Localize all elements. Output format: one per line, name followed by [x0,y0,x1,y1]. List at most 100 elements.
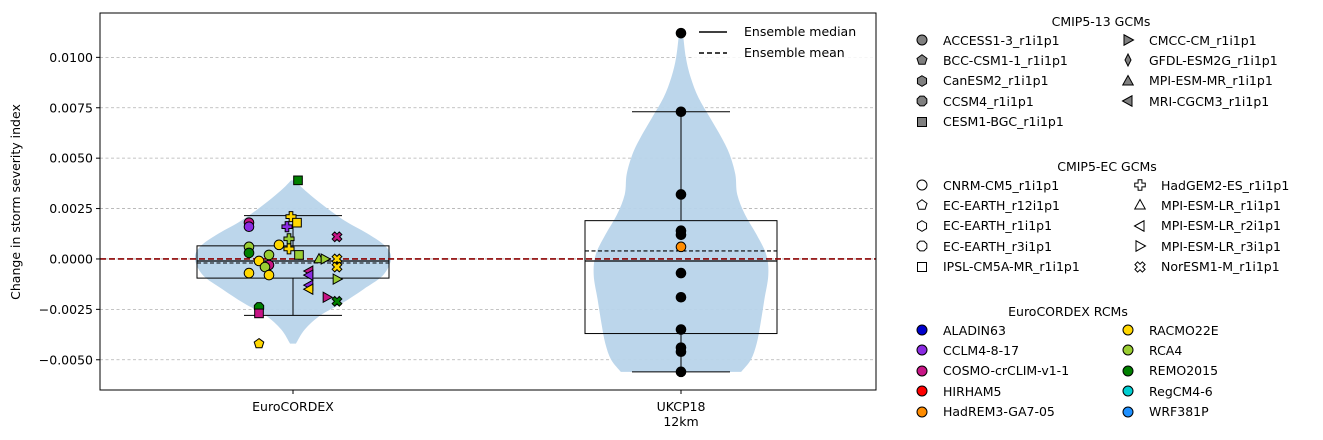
ukcp18-point [675,267,687,279]
legend-entry: EC-EARTH_r3i1p1 [913,238,1052,254]
legend-entry: HadGEM2-ES_r1i1p1 [1131,177,1289,193]
y-axis: −0.0050 −0.0025 0.0000 0.0025 0.0050 0.0075 0.… [39,50,100,367]
legend-entry-label: MPI-ESM-MR_r1i1p1 [1149,73,1273,89]
tri-left-marker-icon [1121,95,1133,108]
eurocordex-point [243,267,255,279]
circle-marker-icon [1122,344,1134,356]
eurocordex-point [281,221,293,233]
legend-entry-label: CanESM2_r1i1p1 [943,73,1049,89]
ukcp18-point [675,324,687,335]
legend-entry-label: REMO2015 [1149,363,1219,379]
y-tick-label: −0.0025 [39,302,93,317]
ensemble-legend: Ensemble median Ensemble mean [693,20,873,68]
y-tick-label: 0.0000 [49,251,93,266]
eurocordex-point [294,250,304,260]
circle-marker-icon [916,365,928,377]
legend-entry: WRF381P [1119,404,1209,420]
legend-entry: RACMO22E [1119,322,1219,338]
legend-entry: COSMO-crCLIM-v1-1 [913,363,1069,379]
eurocordex-point [331,261,343,273]
model-points [243,27,687,378]
ukcp18-point [675,346,687,357]
eurocordex-point [263,249,275,261]
eurocordex-point [292,217,302,228]
y-tick-label: 0.0050 [49,151,93,166]
eurocordex-point [254,308,264,319]
hexagon-marker-icon [916,219,928,232]
legend-entry-label: EC-EARTH_r1i1p1 [943,218,1053,234]
legend-entry-label: WRF381P [1149,404,1209,420]
tri-right-marker-icon [1123,33,1135,47]
x-tick-label: EuroCORDEX [252,399,334,414]
legend-entry-label: MPI-ESM-LR_r2i1p1 [1161,218,1281,234]
legend-entry: GFDL-ESM2G_r1i1p1 [1119,52,1278,68]
legend-entry: EC-EARTH_r1i1p1 [913,218,1052,234]
ukcp18-point [675,229,687,241]
eurocordex-point [332,273,344,286]
legend-entry: IPSL-CM5A-MR_r1i1p1 [913,259,1080,275]
legend-entry: CanESM2_r1i1p1 [913,73,1049,89]
legend-entry-label: HadREM3-GA7-05 [943,404,1055,420]
solid-line-icon [699,30,727,33]
legend-entry: CNRM-CM5_r1i1p1 [913,177,1059,193]
legend-entry-label: RCA4 [1149,342,1183,358]
eurocordex-point [283,243,295,255]
thin-diamond-marker-icon [1124,53,1132,68]
circle-marker-icon [916,406,928,418]
legend-entry: RegCM4-6 [1119,383,1213,399]
legend-title: CMIP5-EC GCMs [1057,159,1157,174]
circle-marker-icon [916,34,928,46]
boxplots [196,111,778,373]
y-tick-label: 0.0025 [49,201,93,216]
ukcp18-point [675,189,687,200]
eurocordex-point [243,221,255,233]
legend-entry: CESM1-BGC_r1i1p1 [913,114,1064,130]
x-marker-icon [1134,260,1146,273]
ukcp18-point [675,366,687,378]
legend-entry-label: CCLM4-8-17 [943,342,1020,358]
legend-entry: MPI-ESM-LR_r3i1p1 [1131,238,1281,254]
legend-entry-label: ACCESS1-3_r1i1p1 [943,32,1060,48]
legend-median: Ensemble median [693,24,856,39]
legend-entry-label: HadGEM2-ES_r1i1p1 [1161,177,1290,193]
circle-marker-icon [1122,324,1134,336]
legend-entry: HadREM3-GA7-05 [913,404,1055,420]
eurocordex-point [293,175,303,186]
legend-entry-label: RACMO22E [1149,322,1219,338]
legend-entry: RCA4 [1119,342,1182,358]
y-axis-label: Change in storm severity index [8,104,23,300]
pentagon-marker-icon [916,199,928,211]
ukcp18-point [675,241,687,253]
legend-entry: CCLM4-8-17 [913,342,1019,358]
square-marker-icon [917,261,927,272]
circle-marker-icon [1122,385,1134,397]
circle-marker-icon [916,179,928,191]
violins [194,33,769,372]
tri-up-marker-icon [1121,74,1135,86]
ukcp18-point [675,291,687,303]
legend-median-label: Ensemble median [744,24,857,39]
legend-title: EuroCORDEX RCMs [1008,304,1128,319]
tri-up-marker-icon [1133,198,1147,210]
legend-title: CMIP5-13 GCMs [1051,14,1151,29]
eurocordex-point [331,231,343,243]
tri-right-marker-icon [1135,240,1147,253]
legend-entry-label: CCSM4_r1i1p1 [943,93,1034,109]
legend-entry-label: CMCC-CM_r1i1p1 [1149,32,1257,48]
legend-mean: Ensemble mean [693,45,845,60]
eurocordex-point [320,253,332,265]
legend-entry: ACCESS1-3_r1i1p1 [913,32,1060,48]
plus-marker-icon [1134,179,1146,191]
legend-mean-label: Ensemble mean [744,45,845,60]
legend-entry: MRI-CGCM3_r1i1p1 [1119,93,1269,109]
eurocordex-point [322,291,334,304]
plot-frame [99,12,877,391]
legend-entry-label: MRI-CGCM3_r1i1p1 [1149,93,1270,109]
legend-entry: HIRHAM5 [913,383,1001,399]
x-tick-label: UKCP18 [657,399,706,414]
violin [194,180,392,344]
ukcp18-point [675,27,687,39]
legend-entry: NorESM1-M_r1i1p1 [1131,259,1280,275]
legend-entry-label: COSMO-crCLIM-v1-1 [943,363,1070,379]
